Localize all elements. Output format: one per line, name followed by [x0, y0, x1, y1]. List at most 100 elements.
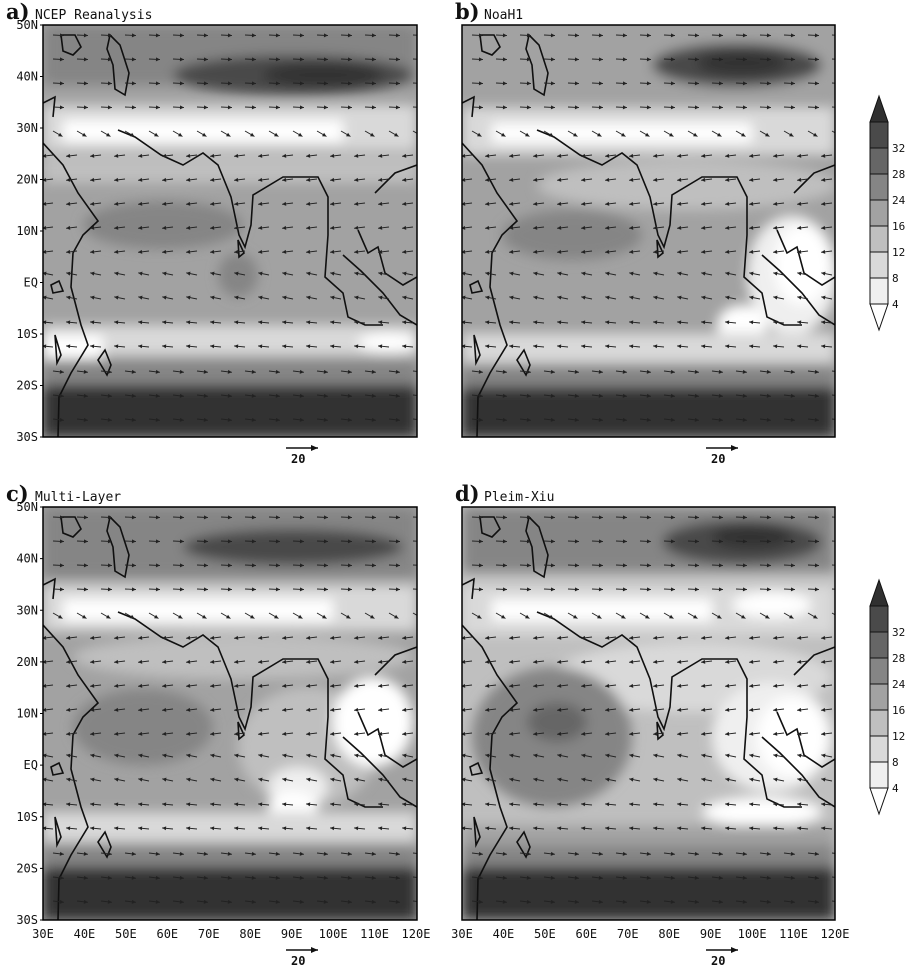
wind-arrow — [807, 587, 820, 592]
wind-arrow — [43, 201, 54, 206]
wind-arrow — [172, 539, 185, 544]
wind-arrow — [687, 851, 699, 856]
wind-arrow — [378, 802, 390, 807]
panel-a-letter: a) — [6, 0, 30, 24]
wind-arrow — [581, 295, 593, 300]
wind-arrow — [759, 81, 772, 86]
wind-arrow — [462, 271, 473, 276]
wind-arrow — [282, 731, 294, 736]
wind-arrow — [388, 612, 399, 619]
wind-arrow — [138, 271, 150, 276]
wind-arrow — [701, 225, 713, 230]
wind-arrow — [773, 295, 785, 300]
wind-arrow — [138, 659, 150, 664]
wind-arrow — [663, 369, 675, 374]
wind-arrow — [162, 225, 174, 230]
wind-arrow — [495, 515, 508, 520]
wind-arrow — [114, 344, 126, 349]
wind-arrow — [591, 393, 603, 398]
wind-arrow — [378, 659, 390, 664]
wind-arrow — [100, 612, 111, 619]
wind-arrow — [330, 344, 342, 349]
wind-arrow — [66, 271, 78, 276]
wind-arrow — [495, 393, 507, 398]
wind-arrow — [807, 369, 819, 374]
wind-arrow — [533, 344, 545, 349]
colorbar-bottom: 4 8 12 16 24 28 32 — [869, 578, 906, 816]
wind-arrow — [244, 875, 256, 880]
wind-arrow — [76, 57, 89, 62]
wind-arrow — [172, 57, 185, 62]
wind-arrow — [268, 57, 281, 62]
wind-arrow — [316, 57, 329, 62]
wind-arrow — [759, 417, 771, 422]
wind-arrow — [90, 153, 102, 158]
wind-arrow — [172, 899, 184, 904]
wind-arrow — [292, 33, 305, 38]
wind-arrow — [471, 899, 483, 904]
wind-arrow — [90, 707, 102, 712]
wind-arrow — [330, 249, 342, 254]
wind-arrow — [196, 393, 208, 398]
wind-arrow — [663, 515, 676, 520]
colorbar-label: 24 — [892, 194, 906, 207]
wind-arrow — [148, 612, 159, 619]
lat-tick-label: EQ — [24, 276, 38, 290]
wind-arrow — [591, 417, 603, 422]
wind-arrow — [210, 826, 222, 831]
wind-arrow — [783, 851, 795, 856]
wind-arrow — [100, 33, 113, 38]
wind-arrow — [76, 587, 89, 592]
wind-arrow — [364, 105, 377, 110]
wind-arrow — [66, 177, 78, 182]
wind-arrow — [735, 130, 746, 137]
wind-arrow — [567, 587, 580, 592]
wind-arrow — [378, 635, 390, 640]
wind-arrow — [725, 753, 737, 758]
wind-arrow — [282, 271, 294, 276]
wind-arrow — [735, 612, 746, 619]
wind-arrow — [807, 33, 820, 38]
wind-arrow — [354, 271, 366, 276]
wind-arrow — [268, 105, 281, 110]
wind-arrow — [591, 899, 603, 904]
wind-arrow — [364, 875, 376, 880]
wind-arrow — [629, 271, 641, 276]
wind-arrow — [581, 683, 593, 688]
wind-arrow — [162, 271, 174, 276]
wind-arrow — [354, 295, 366, 300]
wind-arrow — [831, 588, 835, 590]
wind-arrow — [591, 33, 604, 38]
wind-arrow — [615, 393, 627, 398]
wind-arrow — [831, 540, 835, 542]
wind-arrow — [402, 153, 414, 158]
wind-arrow — [316, 417, 328, 422]
wind-arrow — [519, 130, 530, 137]
wind-arrow — [76, 105, 89, 110]
wind-arrow — [557, 659, 569, 664]
wind-arrow — [244, 612, 255, 619]
wind-arrow — [76, 851, 88, 856]
wind-arrow — [402, 753, 414, 758]
wind-arrow — [783, 57, 796, 62]
wind-arrow — [519, 612, 530, 619]
wind-arrow — [316, 899, 328, 904]
wind-arrow — [543, 539, 556, 544]
wind-arrow — [364, 393, 376, 398]
panel-d-arrows — [462, 515, 835, 904]
wind-arrow — [186, 777, 198, 782]
wind-arrow — [364, 587, 377, 592]
wind-arrow — [292, 81, 305, 86]
wind-arrow — [471, 33, 484, 38]
wind-arrow — [364, 33, 377, 38]
wind-arrow — [783, 81, 796, 86]
panel-d-lon-ticks: 30E 40E 50E 60E 70E 80E 90E 100E 110E 120E — [451, 927, 849, 941]
wind-arrow — [519, 875, 531, 880]
wind-arrow — [364, 130, 375, 137]
wind-arrow — [543, 33, 556, 38]
wind-arrow — [783, 539, 796, 544]
wind-arrow — [591, 57, 604, 62]
wind-arrow — [687, 33, 700, 38]
wind-arrow — [148, 81, 161, 86]
